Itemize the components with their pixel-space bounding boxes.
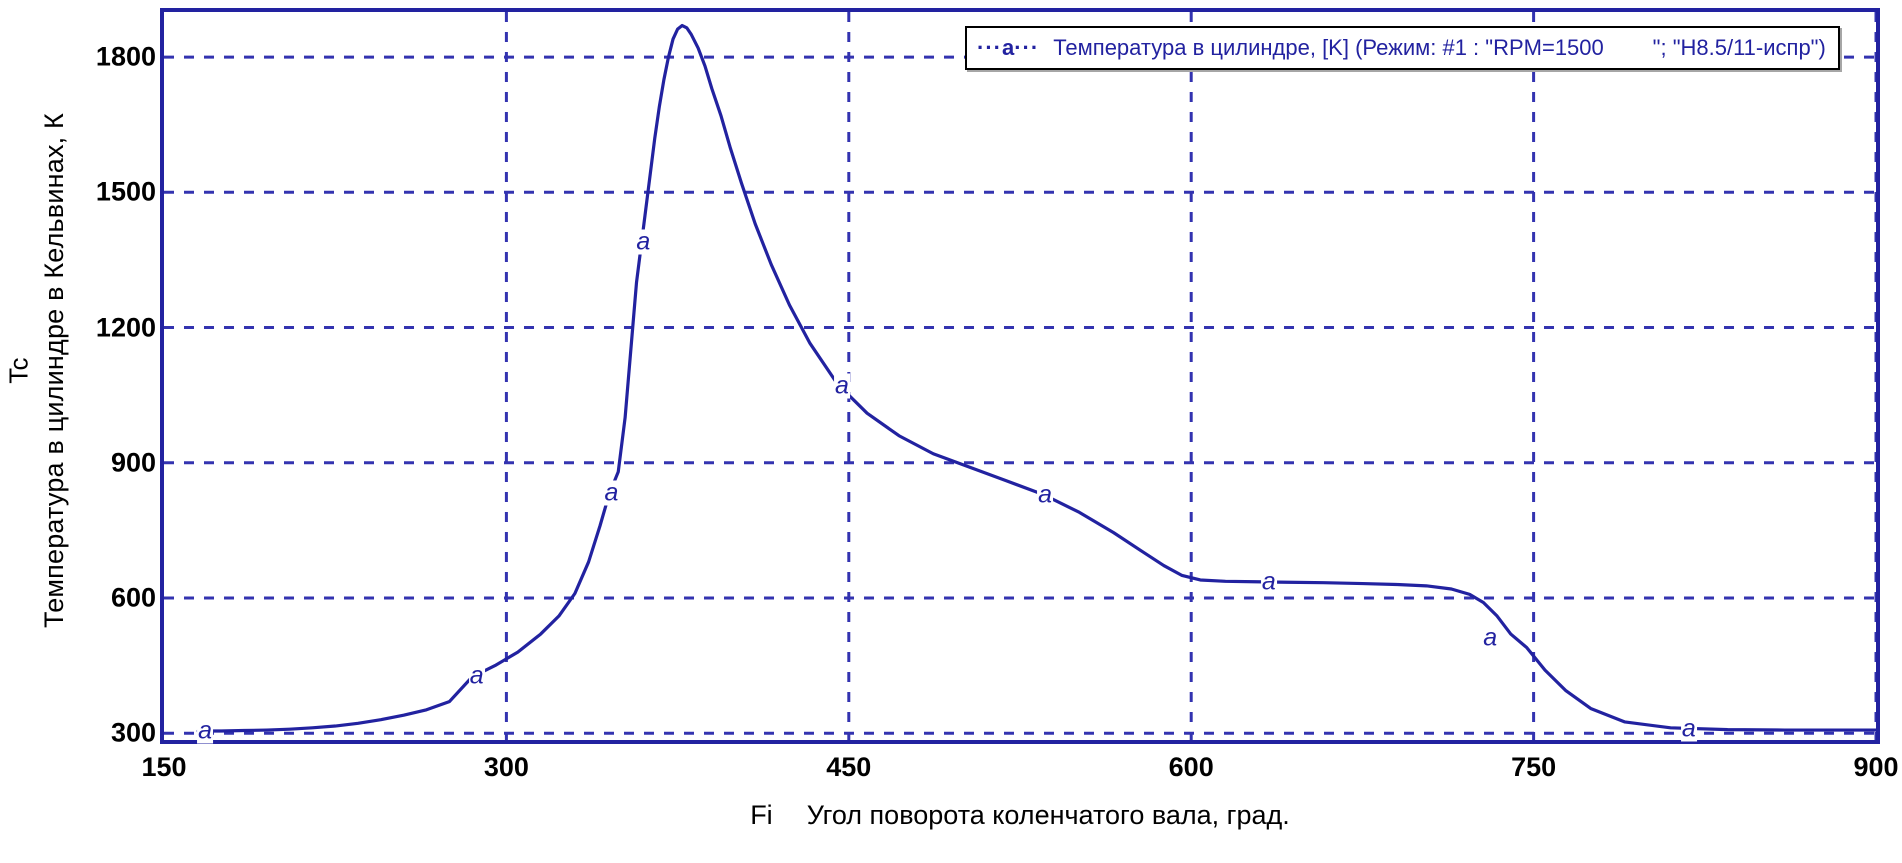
x-axis-title: Fi Угол поворота коленчатого вала, град. — [160, 800, 1880, 831]
x-tick-labels: 150 300 450 600 750 900 — [141, 752, 1898, 788]
series-marker-0: a — [197, 716, 214, 745]
series-marker-3: a — [635, 227, 652, 256]
x-axis-symbol-text: Fi — [750, 800, 773, 830]
y-tick-labels: 300 600 900 1200 1500 1800 — [60, 8, 156, 748]
series-marker-6: a — [1260, 567, 1277, 596]
x-axis-title-text: Угол поворота коленчатого вала, град. — [806, 800, 1290, 830]
y-axis-symbol-text: Tc — [3, 356, 34, 384]
y-axis-symbol: Tc — [2, 0, 36, 740]
y-tick-label: 600 — [110, 582, 156, 613]
y-tick-label: 1500 — [95, 176, 156, 207]
series-marker-2: a — [603, 478, 620, 507]
series-marker-4: a — [833, 371, 850, 400]
series-marker-8: a — [1680, 714, 1697, 743]
x-tick-label: 750 — [1511, 752, 1557, 782]
y-tick-label: 300 — [110, 717, 156, 748]
legend-entry-label: Температура в цилиндре, [K] (Режим: #1 :… — [1053, 35, 1826, 60]
x-tick-label: 600 — [1168, 752, 1214, 782]
series-marker-7: a — [1482, 623, 1499, 652]
x-tick-label: 900 — [1853, 752, 1899, 782]
y-tick-label: 1200 — [95, 312, 156, 343]
legend-dash-right: ··· — [1014, 35, 1040, 60]
series-marker-1: a — [468, 661, 485, 690]
x-tick-label: 300 — [483, 752, 529, 782]
y-tick-label: 1800 — [95, 41, 156, 72]
legend-marker-sample: ··· a ··· — [977, 35, 1039, 61]
legend-dash-left: ··· — [977, 35, 1002, 60]
legend-marker-glyph: a — [1001, 35, 1015, 60]
x-tick-label: 450 — [826, 752, 872, 782]
series-marker-5: a — [1037, 480, 1054, 509]
y-tick-label: 900 — [110, 447, 156, 478]
data-series — [196, 23, 1876, 733]
series-markers: a a a a a a a a a — [164, 12, 1876, 745]
x-tick-label: 150 — [141, 752, 187, 782]
legend[interactable]: ··· a ··· Температура в цилиндре, [K] (Реж… — [965, 26, 1840, 70]
plot-svg — [164, 12, 1876, 740]
